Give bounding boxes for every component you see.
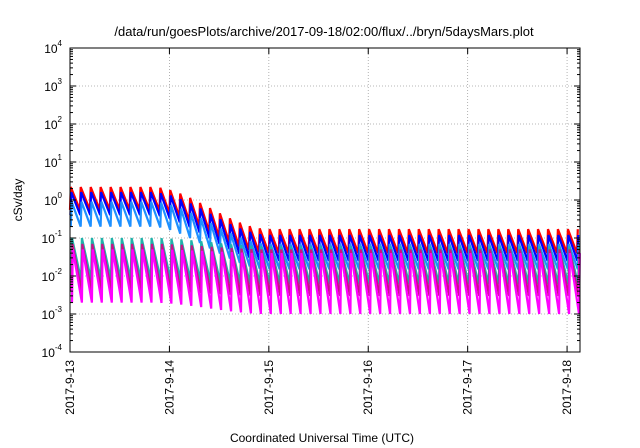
y-tick-labels: 10-4 10-3 10-2 10-1 100 101 102 103 104 — [42, 39, 63, 360]
y-tick-label: 104 — [44, 39, 62, 56]
chart-title: /data/run/goesPlots/archive/2017-09-18/0… — [114, 24, 534, 39]
series-line — [69, 191, 580, 262]
x-tick-label: 2017-9-13 — [63, 360, 77, 415]
x-axis-label: Coordinated Universal Time (UTC) — [230, 431, 414, 445]
series-group — [68, 186, 581, 315]
x-tick-label: 2017-9-18 — [560, 360, 574, 415]
y-tick-label: 103 — [44, 77, 62, 94]
series-line — [70, 249, 581, 315]
y-tick-label: 10-4 — [42, 343, 63, 360]
y-tick-label: 10-2 — [42, 267, 63, 284]
series-line — [69, 201, 580, 270]
y-tick-label: 100 — [44, 191, 62, 208]
y-tick-label: 10-3 — [42, 305, 63, 322]
ticks — [69, 47, 580, 353]
x-tick-label: 2017-9-15 — [262, 360, 276, 415]
y-axis-label: cSv/day — [11, 179, 25, 222]
x-tick-labels: 2017-9-13 2017-9-14 2017-9-15 2017-9-16 2017… — [63, 360, 574, 415]
x-tick-label: 2017-9-14 — [162, 360, 176, 415]
y-tick-label: 10-1 — [42, 229, 63, 246]
x-tick-label: 2017-9-17 — [461, 360, 475, 415]
series-line — [68, 186, 579, 254]
y-tick-label: 102 — [44, 115, 62, 132]
y-tick-label: 101 — [44, 153, 62, 170]
x-tick-label: 2017-9-16 — [361, 360, 375, 415]
